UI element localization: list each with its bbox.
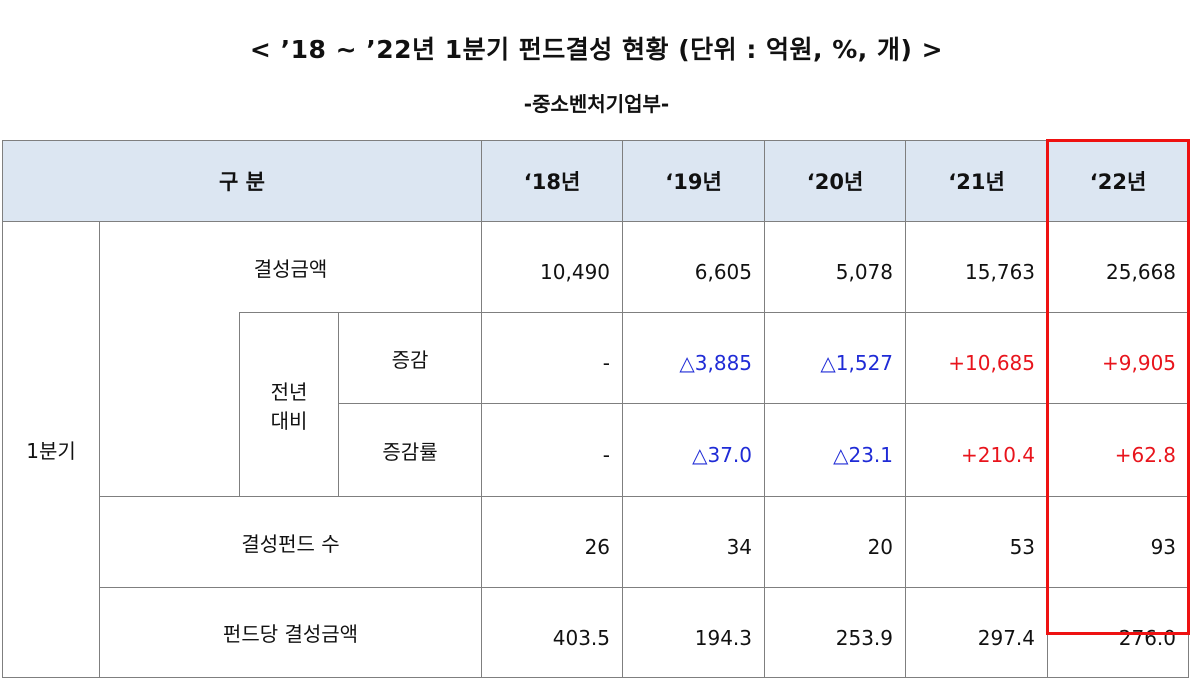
- cell-per-fund-2022: 276.0: [1047, 587, 1190, 678]
- row-label-per-fund: 펀드당 결성금액: [98, 587, 483, 678]
- cell-per-fund-2018: 403.5: [481, 587, 624, 678]
- page-subtitle: -중소벤처기업부-: [523, 92, 670, 116]
- cell-count-2018: 26: [481, 496, 624, 588]
- row-label-amount: 결성금액: [98, 221, 483, 313]
- cell-count-2022: 93: [1047, 496, 1190, 588]
- row-label-rate: 증감률: [337, 403, 483, 497]
- header-year-2021: ‘21년: [905, 140, 1049, 222]
- compare-label-line-2: 대비: [270, 408, 308, 433]
- spacer-cell: [99, 312, 240, 497]
- table-row-count: 결성펀드 수 26 34 20 53 93: [3, 496, 1190, 588]
- header-year-2019: ‘19년: [622, 140, 766, 222]
- header-year-2022: ‘22년: [1047, 140, 1190, 222]
- page-title: < ’18 ~ ’22년 1분기 펀드결성 현황 (단위 : 억원, %, 개)…: [249, 35, 944, 64]
- table-row-per-fund: 펀드당 결성금액 403.5 194.3 253.9 297.4 276.0: [3, 587, 1190, 678]
- cell-rate-2019: △37.0: [622, 403, 766, 497]
- cell-per-fund-2019: 194.3: [622, 587, 766, 678]
- cell-rate-2018: -: [481, 403, 624, 497]
- fund-status-table: 구 분 ‘18년 ‘19년 ‘20년 ‘21년 ‘22년 1분기 결성금액 10…: [1, 140, 1190, 678]
- cell-count-2021: 53: [905, 496, 1049, 588]
- table-row-amount: 1분기 결성금액 10,490 6,605 5,078 15,763 25,66…: [2, 221, 1190, 678]
- row-label-count: 결성펀드 수: [98, 496, 483, 588]
- cell-change-2022: +9,905: [1047, 312, 1190, 404]
- header-gubun: 구 분: [1, 140, 483, 222]
- header-row: 구 분 ‘18년 ‘19년 ‘20년 ‘21년 ‘22년: [1, 140, 1190, 222]
- cell-change-2018: -: [481, 312, 624, 404]
- cell-amount-2019: 6,605: [622, 221, 766, 313]
- cell-count-2019: 34: [622, 496, 766, 588]
- cell-amount-2022: 25,668: [1047, 221, 1190, 313]
- cell-per-fund-2021: 297.4: [905, 587, 1049, 678]
- header-year-2020: ‘20년: [764, 140, 907, 222]
- table-row-rate: 증감률 - △37.0 △23.1 +210.4 +62.8: [3, 403, 1190, 497]
- cell-rate-2021: +210.4: [905, 403, 1049, 497]
- cell-change-2020: △1,527: [764, 312, 907, 404]
- table-row-change: 전년 대비 증감 - △3,885 △1,527 +10,685 +9,905: [3, 312, 1190, 497]
- cell-rate-2020: △23.1: [764, 403, 907, 497]
- row-label-change: 증감: [337, 312, 483, 404]
- cell-amount-2021: 15,763: [905, 221, 1049, 313]
- quarter-label: 1분기: [2, 221, 100, 678]
- cell-change-2019: △3,885: [622, 312, 766, 404]
- compare-label: 전년 대비: [239, 312, 339, 497]
- header-year-2018: ‘18년: [481, 140, 624, 222]
- cell-amount-2018: 10,490: [481, 221, 624, 313]
- compare-label-line-1: 전년: [270, 379, 308, 404]
- cell-amount-2020: 5,078: [764, 221, 907, 313]
- cell-change-2021: +10,685: [905, 312, 1049, 404]
- cell-per-fund-2020: 253.9: [764, 587, 907, 678]
- cell-count-2020: 20: [764, 496, 907, 588]
- cell-rate-2022: +62.8: [1047, 403, 1190, 497]
